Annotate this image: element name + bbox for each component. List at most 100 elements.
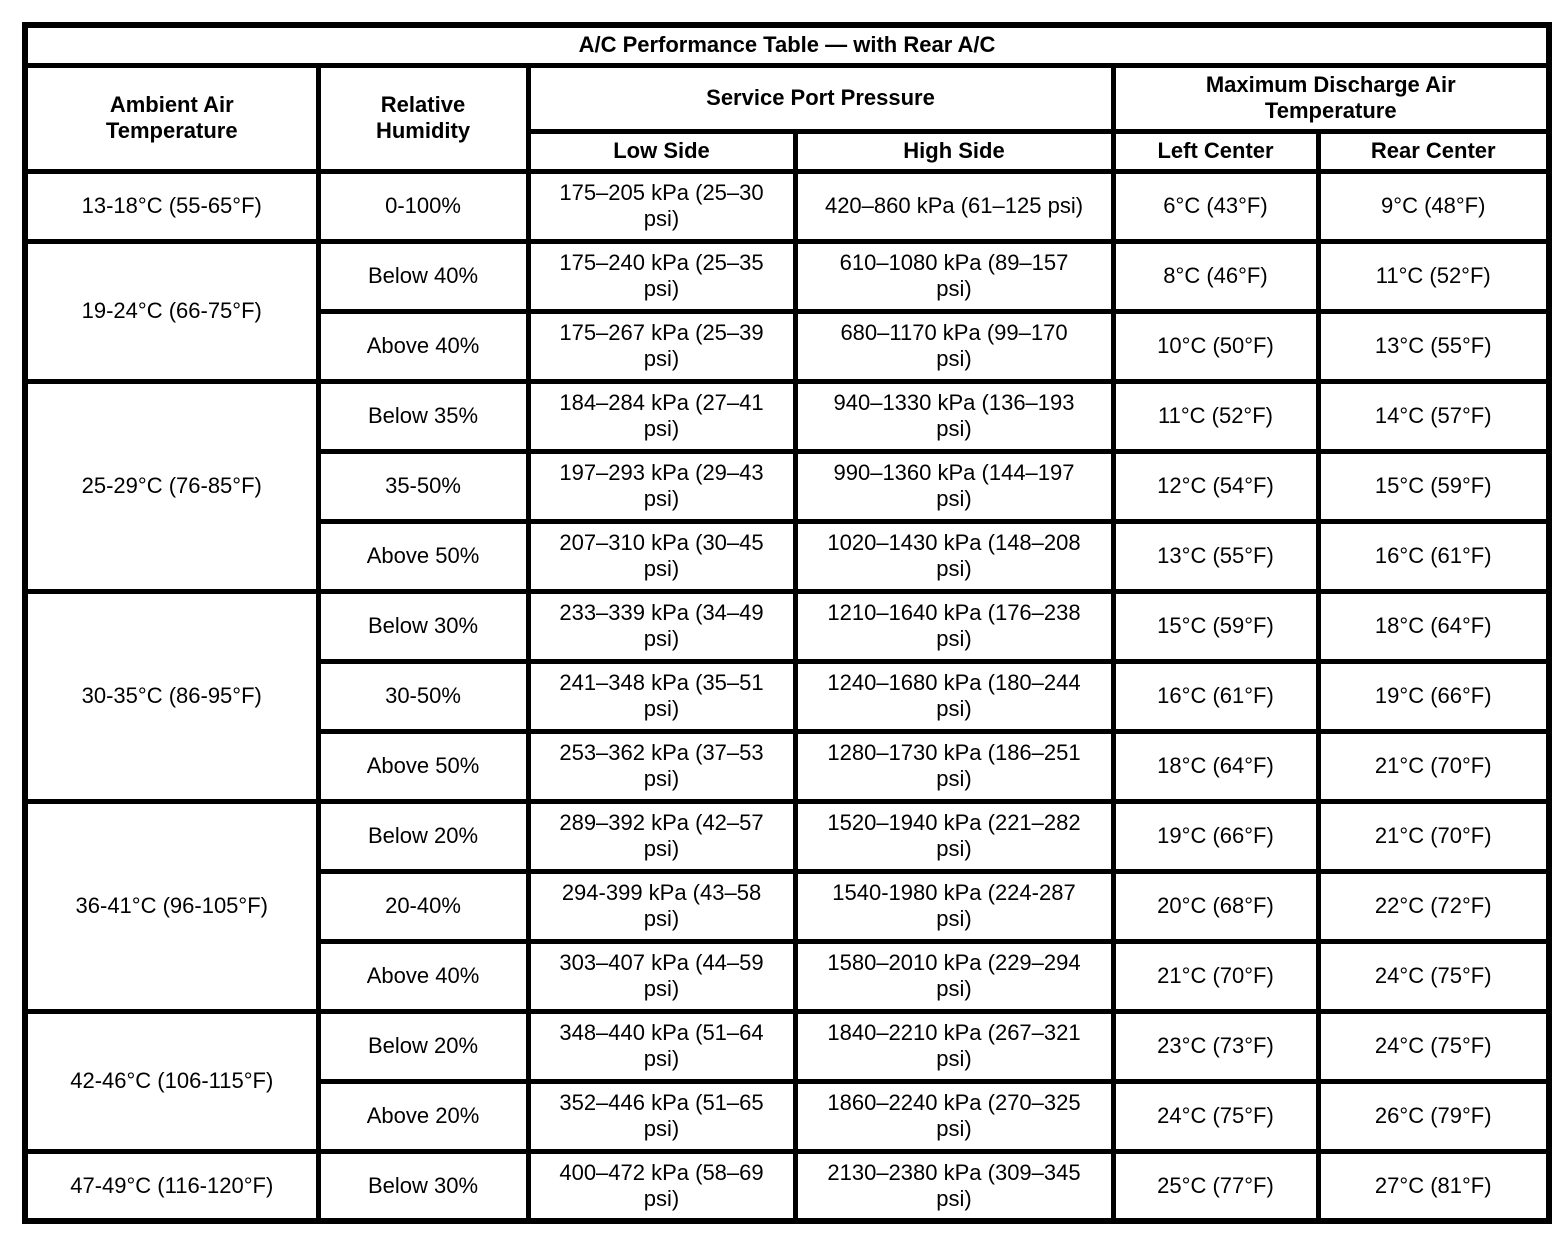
high-side-pressure-cell: 1210–1640 kPa (176–238 psi) bbox=[792, 588, 1116, 664]
high-side-pressure-cell: 1540-1980 kPa (224-287 psi) bbox=[792, 868, 1116, 944]
relative-humidity-cell: Below 30% bbox=[315, 1148, 531, 1224]
ambient-temperature-cell: 19-24°C (66-75°F) bbox=[22, 238, 321, 384]
low-side-pressure-cell: 175–240 kPa (25–35 psi) bbox=[525, 238, 798, 314]
low-side-pressure-cell: 197–293 kPa (29–43 psi) bbox=[525, 448, 798, 524]
left-center-temperature-cell: 12°C (54°F) bbox=[1110, 448, 1321, 524]
ac-performance-table: A/C Performance Table — with Rear A/C Am… bbox=[22, 22, 1552, 1224]
table-row: 42-46°C (106-115°F) Below 20% 348–440 kPa … bbox=[22, 1008, 1552, 1154]
relative-humidity-cell: Above 40% bbox=[315, 308, 531, 384]
low-side-pressure-cell: 400–472 kPa (58–69 psi) bbox=[525, 1148, 798, 1224]
rear-center-temperature-cell: 21°C (70°F) bbox=[1315, 728, 1552, 804]
left-center-temperature-cell: 6°C (43°F) bbox=[1110, 168, 1321, 244]
rear-center-temperature-cell: 14°C (57°F) bbox=[1315, 378, 1552, 454]
left-center-temperature-cell: 20°C (68°F) bbox=[1110, 868, 1321, 944]
col-header-service-port-pressure: Service Port Pressure bbox=[525, 62, 1116, 134]
relative-humidity-cell: Below 40% bbox=[315, 238, 531, 314]
header-row-sub: Low Side High Side Left Center Rear Cent… bbox=[25, 128, 1552, 174]
table-row: 25-29°C (76-85°F) Below 35% 184–284 kPa (2… bbox=[22, 378, 1552, 594]
ambient-temperature-cell: 42-46°C (106-115°F) bbox=[22, 1008, 321, 1154]
table-row: 35-50% 197–293 kPa (29–43 psi) 990–1360 kP… bbox=[25, 448, 1552, 524]
low-side-pressure-cell: 294-399 kPa (43–58 psi) bbox=[525, 868, 798, 944]
col-header-relative-humidity: Relative Humidity bbox=[315, 62, 531, 174]
rear-center-temperature-cell: 21°C (70°F) bbox=[1315, 798, 1552, 874]
high-side-pressure-cell: 2130–2380 kPa (309–345 psi) bbox=[792, 1148, 1116, 1224]
relative-humidity-cell: Below 30% bbox=[315, 588, 531, 664]
low-side-pressure-cell: 207–310 kPa (30–45 psi) bbox=[525, 518, 798, 594]
low-side-pressure-cell: 175–267 kPa (25–39 psi) bbox=[525, 308, 798, 384]
col-header-high-side: High Side bbox=[792, 128, 1116, 174]
left-center-temperature-cell: 16°C (61°F) bbox=[1110, 658, 1321, 734]
relative-humidity-cell: Above 50% bbox=[315, 728, 531, 804]
col-header-rear-center: Rear Center bbox=[1315, 128, 1552, 174]
rear-center-temperature-cell: 27°C (81°F) bbox=[1315, 1148, 1552, 1224]
left-center-temperature-cell: 23°C (73°F) bbox=[1110, 1008, 1321, 1084]
rear-center-temperature-cell: 19°C (66°F) bbox=[1315, 658, 1552, 734]
left-center-temperature-cell: 18°C (64°F) bbox=[1110, 728, 1321, 804]
low-side-pressure-cell: 253–362 kPa (37–53 psi) bbox=[525, 728, 798, 804]
left-center-temperature-cell: 19°C (66°F) bbox=[1110, 798, 1321, 874]
low-side-pressure-cell: 233–339 kPa (34–49 psi) bbox=[525, 588, 798, 664]
rear-center-temperature-cell: 16°C (61°F) bbox=[1315, 518, 1552, 594]
relative-humidity-cell: Below 35% bbox=[315, 378, 531, 454]
relative-humidity-cell: 35-50% bbox=[315, 448, 531, 524]
low-side-pressure-cell: 303–407 kPa (44–59 psi) bbox=[525, 938, 798, 1014]
left-center-temperature-cell: 11°C (52°F) bbox=[1110, 378, 1321, 454]
high-side-pressure-cell: 610–1080 kPa (89–157 psi) bbox=[792, 238, 1116, 314]
title-row: A/C Performance Table — with Rear A/C bbox=[22, 22, 1552, 68]
table-row: 36-41°C (96-105°F) Below 20% 289–392 kPa (… bbox=[22, 798, 1552, 1014]
high-side-pressure-cell: 680–1170 kPa (99–170 psi) bbox=[792, 308, 1116, 384]
table-row: Above 40% 175–267 kPa (25–39 psi) 680–1170… bbox=[25, 308, 1552, 384]
high-side-pressure-cell: 1240–1680 kPa (180–244 psi) bbox=[792, 658, 1116, 734]
relative-humidity-cell: 20-40% bbox=[315, 868, 531, 944]
col-header-maximum-discharge-air-temperature: Maximum Discharge Air Temperature bbox=[1110, 62, 1552, 134]
table-row: 20-40% 294-399 kPa (43–58 psi) 1540-1980 k… bbox=[25, 868, 1552, 944]
high-side-pressure-cell: 1840–2210 kPa (267–321 psi) bbox=[792, 1008, 1116, 1084]
table-row: 13-18°C (55-65°F) 0-100% 175–205 kPa (25–3… bbox=[22, 168, 1552, 244]
relative-humidity-cell: Below 20% bbox=[315, 1008, 531, 1084]
high-side-pressure-cell: 1860–2240 kPa (270–325 psi) bbox=[792, 1078, 1116, 1154]
high-side-pressure-cell: 1020–1430 kPa (148–208 psi) bbox=[792, 518, 1116, 594]
high-side-pressure-cell: 1580–2010 kPa (229–294 psi) bbox=[792, 938, 1116, 1014]
relative-humidity-cell: Above 20% bbox=[315, 1078, 531, 1154]
table-row: 19-24°C (66-75°F) Below 40% 175–240 kPa (2… bbox=[22, 238, 1552, 384]
relative-humidity-cell: 0-100% bbox=[315, 168, 531, 244]
table-header: A/C Performance Table — with Rear A/C Am… bbox=[22, 22, 1552, 174]
relative-humidity-cell: Above 50% bbox=[315, 518, 531, 594]
ambient-temperature-cell: 47-49°C (116-120°F) bbox=[22, 1148, 321, 1224]
left-center-temperature-cell: 25°C (77°F) bbox=[1110, 1148, 1321, 1224]
relative-humidity-cell: 30-50% bbox=[315, 658, 531, 734]
table-row: 30-50% 241–348 kPa (35–51 psi) 1240–1680 k… bbox=[25, 658, 1552, 734]
col-header-low-side: Low Side bbox=[525, 128, 798, 174]
left-center-temperature-cell: 21°C (70°F) bbox=[1110, 938, 1321, 1014]
table-row: Above 50% 253–362 kPa (37–53 psi) 1280–173… bbox=[25, 728, 1552, 804]
rear-center-temperature-cell: 9°C (48°F) bbox=[1315, 168, 1552, 244]
table-row: Above 50% 207–310 kPa (30–45 psi) 1020–143… bbox=[25, 518, 1552, 594]
low-side-pressure-cell: 241–348 kPa (35–51 psi) bbox=[525, 658, 798, 734]
table-title: A/C Performance Table — with Rear A/C bbox=[22, 22, 1552, 68]
rear-center-temperature-cell: 22°C (72°F) bbox=[1315, 868, 1552, 944]
header-row-main: Ambient Air Temperature Relative Humidit… bbox=[22, 62, 1552, 174]
ambient-temperature-cell: 36-41°C (96-105°F) bbox=[22, 798, 321, 1014]
low-side-pressure-cell: 184–284 kPa (27–41 psi) bbox=[525, 378, 798, 454]
high-side-pressure-cell: 940–1330 kPa (136–193 psi) bbox=[792, 378, 1116, 454]
low-side-pressure-cell: 348–440 kPa (51–64 psi) bbox=[525, 1008, 798, 1084]
rear-center-temperature-cell: 26°C (79°F) bbox=[1315, 1078, 1552, 1154]
high-side-pressure-cell: 1280–1730 kPa (186–251 psi) bbox=[792, 728, 1116, 804]
low-side-pressure-cell: 175–205 kPa (25–30 psi) bbox=[525, 168, 798, 244]
relative-humidity-cell: Above 40% bbox=[315, 938, 531, 1014]
table-row: Above 40% 303–407 kPa (44–59 psi) 1580–201… bbox=[25, 938, 1552, 1014]
left-center-temperature-cell: 15°C (59°F) bbox=[1110, 588, 1321, 664]
high-side-pressure-cell: 990–1360 kPa (144–197 psi) bbox=[792, 448, 1116, 524]
rear-center-temperature-cell: 11°C (52°F) bbox=[1315, 238, 1552, 314]
left-center-temperature-cell: 13°C (55°F) bbox=[1110, 518, 1321, 594]
ambient-temperature-cell: 30-35°C (86-95°F) bbox=[22, 588, 321, 804]
low-side-pressure-cell: 289–392 kPa (42–57 psi) bbox=[525, 798, 798, 874]
rear-center-temperature-cell: 13°C (55°F) bbox=[1315, 308, 1552, 384]
table-body: 13-18°C (55-65°F) 0-100% 175–205 kPa (25–3… bbox=[22, 168, 1552, 1224]
rear-center-temperature-cell: 15°C (59°F) bbox=[1315, 448, 1552, 524]
low-side-pressure-cell: 352–446 kPa (51–65 psi) bbox=[525, 1078, 798, 1154]
left-center-temperature-cell: 10°C (50°F) bbox=[1110, 308, 1321, 384]
ambient-temperature-cell: 13-18°C (55-65°F) bbox=[22, 168, 321, 244]
relative-humidity-cell: Below 20% bbox=[315, 798, 531, 874]
table-row: 47-49°C (116-120°F) Below 30% 400–472 kPa … bbox=[22, 1148, 1552, 1224]
